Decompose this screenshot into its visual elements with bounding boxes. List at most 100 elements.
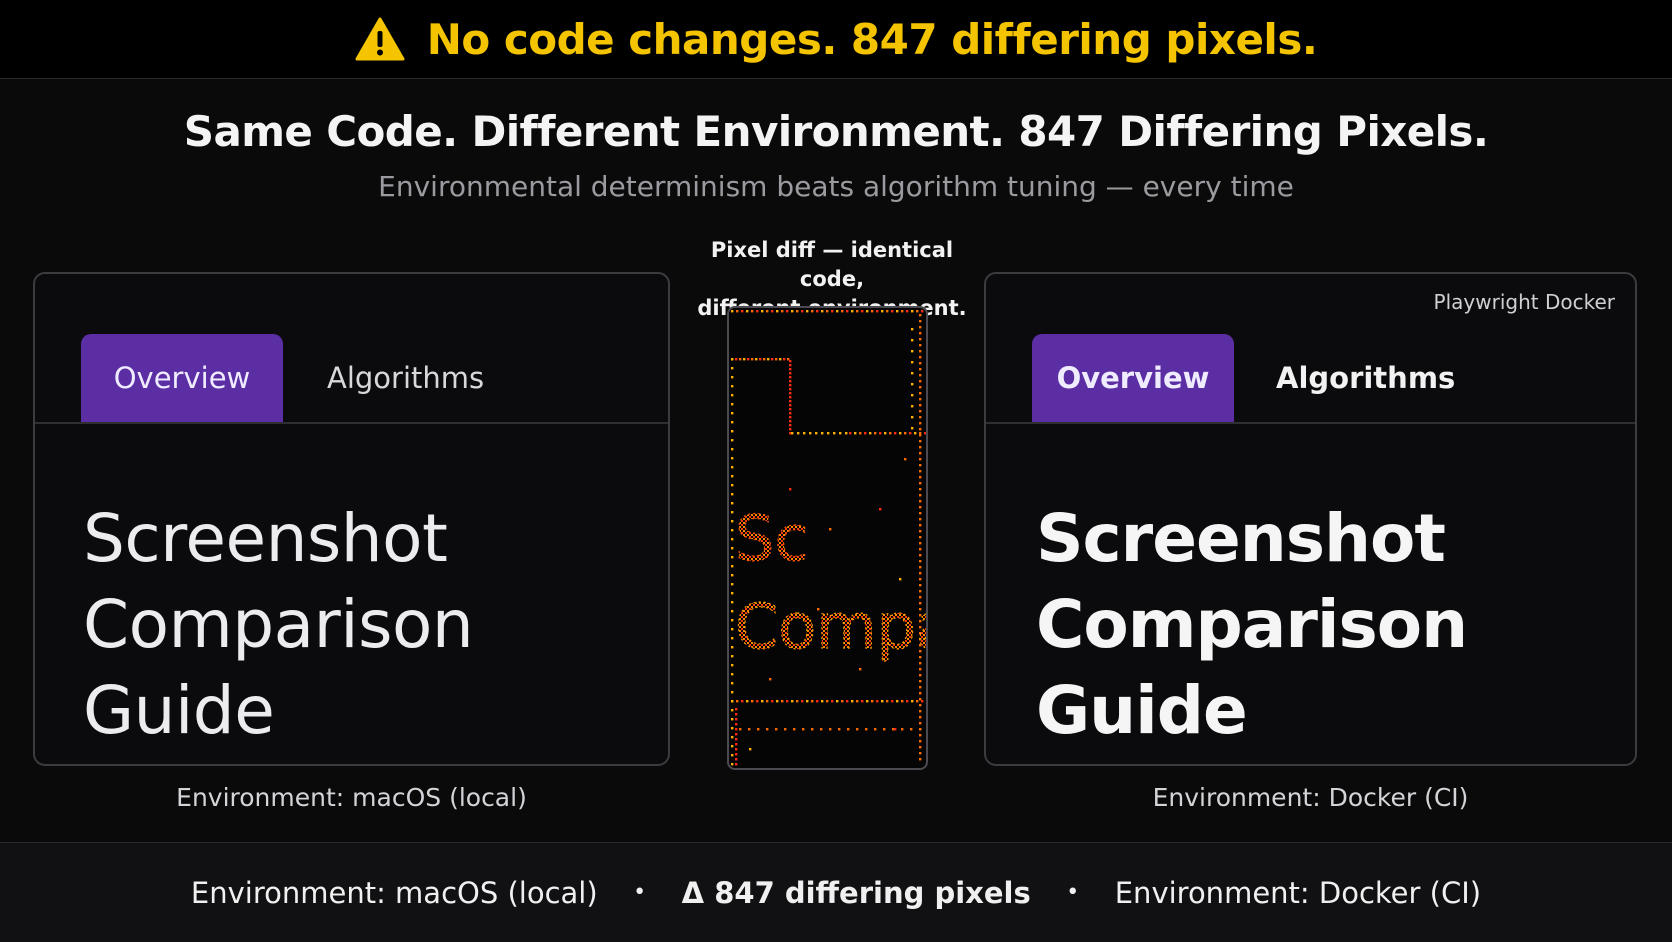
diff-pixel (731, 556, 734, 559)
diff-pixel (756, 310, 759, 313)
diff-pixel (793, 728, 796, 731)
diff-pixel (746, 700, 749, 703)
diff-pixel (816, 700, 819, 703)
diff-pixel (731, 637, 734, 640)
tab-algorithms[interactable]: Algorithms (1276, 361, 1456, 395)
diff-pixel (735, 708, 738, 711)
diff-pixel (919, 662, 922, 665)
diff-pixel (906, 700, 909, 703)
diff-pixel (735, 718, 738, 721)
diff-pixel (911, 372, 914, 375)
diff-pixel (731, 601, 734, 604)
tab-algorithms[interactable]: Algorithms (327, 361, 485, 395)
diff-pixel (741, 310, 744, 313)
diff-pixel (859, 668, 862, 671)
diff-pixel (919, 686, 922, 689)
diff-text-line-2: Compa (735, 590, 926, 663)
diff-pixel (806, 700, 809, 703)
diff-pixel (919, 332, 922, 335)
diff-pixel (841, 310, 844, 313)
diff-pixel (881, 700, 884, 703)
diff-pixel (886, 700, 889, 703)
diff-pixel (801, 310, 804, 313)
diff-pixel (809, 432, 812, 435)
diff-pixel (820, 728, 823, 731)
diff-pixel (781, 310, 784, 313)
diff-pixel (919, 704, 922, 707)
diff-pixel (789, 372, 792, 375)
diff-pixel (919, 446, 922, 449)
diff-pixel (789, 424, 792, 427)
diff-pixel (919, 578, 922, 581)
diff-pixel (919, 692, 922, 695)
diff-pixel (891, 310, 894, 313)
diff-pixel (836, 310, 839, 313)
diff-pixel (731, 385, 734, 388)
diff-pixel (826, 310, 829, 313)
diff-pixel (851, 700, 854, 703)
diff-pixel (731, 736, 734, 739)
tab-overview[interactable]: Overview (81, 334, 283, 422)
diff-pixel (771, 700, 774, 703)
diff-pixel (919, 500, 922, 503)
diff-pixel (789, 428, 792, 431)
tab-overview[interactable]: Overview (1032, 334, 1234, 422)
diff-pixel (916, 310, 919, 313)
diff-pixel (919, 506, 922, 509)
diff-pixel (856, 728, 859, 731)
diff-pixel (749, 748, 752, 751)
diff-pixel (821, 310, 824, 313)
diff-pixel (919, 614, 922, 617)
footer-env-macos: Environment: macOS (local) (190, 875, 598, 910)
diff-pixel (919, 746, 922, 749)
diff-pixel (803, 432, 806, 435)
diff-pixel (731, 754, 734, 757)
diff-pixel (876, 310, 879, 313)
diff-pixel (736, 700, 739, 703)
diff-pixel (789, 420, 792, 423)
diff-pixel (919, 734, 922, 737)
diff-pixel (919, 722, 922, 725)
diff-pixel (783, 358, 786, 361)
diff-pixel (731, 610, 734, 613)
diff-pixel (791, 432, 794, 435)
diff-pixel (919, 650, 922, 653)
diff-pixel (901, 700, 904, 703)
diff-pixel (919, 656, 922, 659)
diff-pixel (766, 310, 769, 313)
diff-pixel (811, 728, 814, 731)
diff-pixel (831, 310, 834, 313)
banner-text: No code changes. 847 differing pixels. (426, 14, 1318, 64)
diff-pixel (871, 700, 874, 703)
diff-pixel (919, 410, 922, 413)
title-line-2: Comparison Guide (83, 586, 474, 749)
diff-pixel (743, 358, 746, 361)
diff-pixel (919, 626, 922, 629)
diff-pixel (916, 700, 919, 703)
diff-pixel (735, 758, 738, 761)
diff-pixel (919, 548, 922, 551)
diff-pixel (735, 358, 738, 361)
diff-pixel (866, 700, 869, 703)
document-title: Screenshot Comparison Guide (83, 496, 668, 754)
diff-pixel (851, 310, 854, 313)
diff-pixel (899, 432, 902, 435)
diff-pixel (735, 738, 738, 741)
diff-text-line-1: Sc (735, 502, 808, 575)
diff-pixel (919, 404, 922, 407)
diff-pixel (827, 432, 830, 435)
diff-pixel (919, 392, 922, 395)
diff-pixel (919, 536, 922, 539)
diff-pixel (919, 620, 922, 623)
diff-pixel (821, 432, 824, 435)
diff-pixel (748, 728, 751, 731)
diff-pixel (919, 758, 922, 761)
diff-pixel (776, 310, 779, 313)
diff-pixel (731, 538, 734, 541)
diff-pixel (735, 733, 738, 736)
diff-pixel (731, 664, 734, 667)
diff-pixel (896, 700, 899, 703)
diff-pixel (786, 700, 789, 703)
diff-pixel (731, 502, 734, 505)
diff-pixel (919, 344, 922, 347)
